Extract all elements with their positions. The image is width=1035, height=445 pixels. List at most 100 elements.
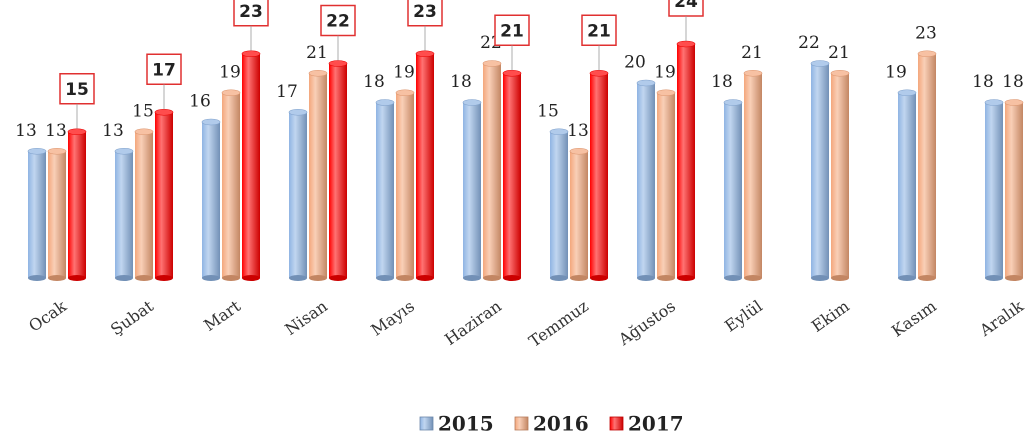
data-label: 21 [828, 43, 850, 63]
bar [416, 53, 434, 278]
bar-base [550, 275, 568, 281]
bar-top [1004, 99, 1024, 106]
bar-base [744, 275, 762, 281]
bar-base [309, 275, 327, 281]
bar-top [743, 69, 763, 77]
data-label: 15 [65, 80, 89, 100]
data-label: 24 [674, 0, 698, 12]
bar-base [918, 275, 936, 281]
bar-base [898, 275, 916, 281]
data-label: 15 [132, 101, 154, 121]
bar-top [462, 99, 482, 106]
bar-top [482, 60, 502, 67]
bar [657, 92, 675, 278]
bar-base [155, 275, 173, 281]
data-label: 17 [276, 82, 298, 102]
bar [898, 92, 916, 278]
bar-top [589, 69, 609, 77]
bar [985, 102, 1003, 278]
bar-top [47, 147, 67, 155]
bar-top [549, 128, 569, 136]
data-label: 18 [1002, 72, 1024, 92]
bar [677, 44, 695, 278]
data-label: 13 [567, 121, 589, 141]
legend-label: 2015 [438, 412, 494, 436]
bar [309, 73, 327, 278]
bar-base [677, 275, 695, 281]
bar [396, 92, 414, 278]
bar [503, 73, 521, 278]
bar [376, 102, 394, 278]
bar-top [917, 50, 937, 58]
bar-base [637, 275, 655, 281]
bar-base [985, 275, 1003, 281]
data-label: 13 [15, 121, 37, 141]
x-tick-label: Şubat [107, 296, 157, 339]
bar-base [724, 275, 742, 281]
bar-top [134, 128, 154, 136]
data-label-box [233, 0, 269, 27]
legend-label: 2016 [533, 412, 589, 436]
bar-base [483, 275, 501, 281]
bar-base [570, 275, 588, 281]
bar-top [221, 89, 241, 97]
data-label: 18 [450, 72, 472, 92]
bar-top [415, 50, 435, 58]
data-label: 23 [239, 2, 263, 22]
data-label: 19 [219, 62, 241, 82]
x-tick-label: Aralık [975, 296, 1027, 340]
bar [918, 53, 936, 278]
legend-label: 2017 [628, 412, 684, 436]
bar-base [202, 275, 220, 281]
data-label: 22 [326, 12, 350, 32]
x-tick-label: Nisan [281, 296, 331, 339]
data-label: 17 [152, 60, 176, 80]
x-tick-label: Mayıs [367, 296, 417, 339]
bar-base [28, 275, 46, 281]
bar-top [636, 79, 656, 87]
data-label: 21 [500, 21, 524, 41]
bar-top [241, 50, 261, 58]
bar-base [590, 275, 608, 281]
bar-base [463, 275, 481, 281]
bar-top [27, 147, 47, 155]
bar [329, 63, 347, 278]
x-tick-label: Eylül [721, 296, 766, 335]
bar-base [135, 275, 153, 281]
data-label-box [146, 53, 182, 85]
data-label: 21 [306, 43, 328, 63]
bar-top [897, 89, 917, 97]
bar-top [375, 99, 395, 106]
bar-base [68, 275, 86, 281]
data-label: 13 [102, 121, 124, 141]
data-label: 19 [393, 62, 415, 82]
bar-top [810, 60, 830, 67]
bar [1005, 102, 1023, 278]
data-label: 15 [537, 101, 559, 121]
bar-top [114, 147, 134, 155]
bar [289, 112, 307, 278]
bar [590, 73, 608, 278]
bar-top [502, 69, 522, 77]
data-label: 21 [741, 43, 763, 63]
data-label: 18 [711, 72, 733, 92]
data-label: 22 [798, 33, 820, 53]
bar-base [289, 275, 307, 281]
bar-top [328, 60, 348, 67]
data-label: 13 [45, 121, 67, 141]
bar [570, 151, 588, 278]
bar [483, 63, 501, 278]
bar [135, 131, 153, 278]
bar-top [984, 99, 1004, 106]
data-label: 16 [189, 92, 211, 112]
bar-base [416, 275, 434, 281]
bar-top [288, 108, 308, 116]
data-label: 19 [885, 62, 907, 82]
bar [155, 112, 173, 278]
data-label: 23 [413, 2, 437, 22]
data-label: 18 [972, 72, 994, 92]
bar [463, 102, 481, 278]
bar-base [329, 275, 347, 281]
bar-top [67, 128, 87, 136]
